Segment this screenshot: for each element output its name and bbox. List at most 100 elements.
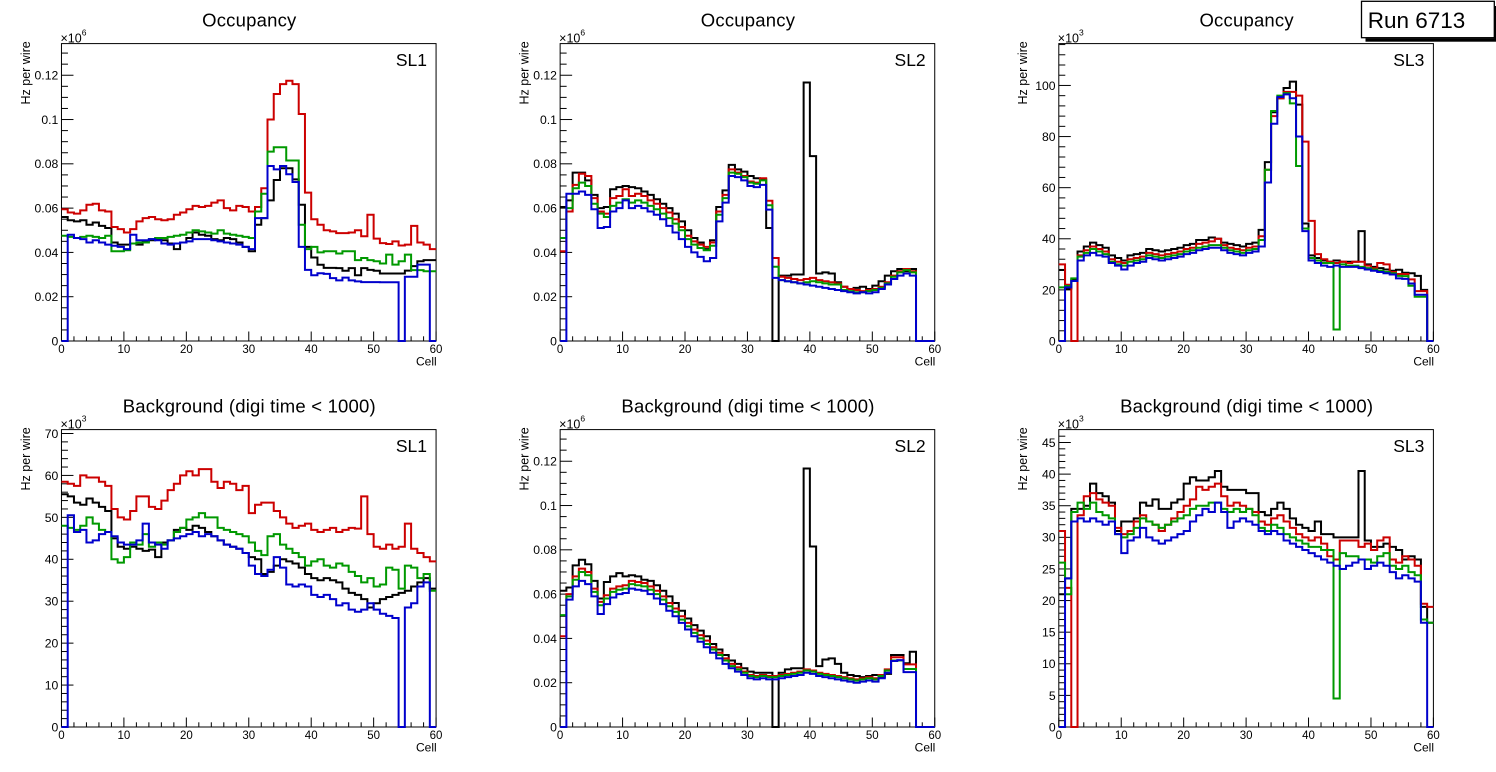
svg-text:Occupancy: Occupancy: [202, 10, 297, 31]
svg-text:40: 40: [1042, 232, 1056, 246]
svg-text:30: 30: [741, 344, 754, 356]
svg-text:60: 60: [45, 469, 59, 483]
svg-text:×106: ×106: [559, 28, 585, 46]
svg-text:0: 0: [557, 730, 563, 742]
svg-text:×106: ×106: [60, 28, 86, 46]
svg-text:70: 70: [45, 427, 59, 441]
svg-text:40: 40: [1042, 468, 1056, 482]
svg-text:Hz per wire: Hz per wire: [1016, 427, 1030, 490]
svg-text:30: 30: [242, 344, 255, 356]
svg-text:0.02: 0.02: [533, 676, 557, 690]
svg-text:0.1: 0.1: [540, 499, 557, 513]
svg-text:50: 50: [866, 344, 879, 356]
svg-text:10: 10: [45, 678, 59, 692]
svg-text:Cell: Cell: [915, 354, 936, 368]
svg-text:Occupancy: Occupancy: [1199, 10, 1294, 31]
svg-text:0: 0: [550, 720, 557, 734]
svg-text:60: 60: [1427, 344, 1440, 356]
svg-text:0: 0: [51, 334, 58, 348]
svg-text:35: 35: [1042, 499, 1056, 513]
svg-text:60: 60: [430, 344, 443, 356]
svg-text:0.02: 0.02: [533, 290, 557, 304]
svg-text:10: 10: [1115, 344, 1128, 356]
svg-text:0: 0: [550, 334, 557, 348]
svg-text:20: 20: [679, 344, 692, 356]
svg-text:60: 60: [928, 344, 941, 356]
svg-text:0.08: 0.08: [533, 157, 557, 171]
svg-text:Background (digi time < 1000): Background (digi time < 1000): [621, 396, 874, 417]
svg-text:Hz per wire: Hz per wire: [1016, 41, 1030, 104]
svg-text:0.1: 0.1: [41, 113, 58, 127]
svg-text:×106: ×106: [559, 414, 585, 432]
svg-text:0: 0: [51, 720, 58, 734]
svg-text:30: 30: [1042, 531, 1056, 545]
svg-text:45: 45: [1042, 436, 1056, 450]
svg-text:40: 40: [803, 730, 816, 742]
svg-text:SL3: SL3: [1393, 436, 1424, 456]
svg-text:Cell: Cell: [915, 740, 936, 754]
svg-text:SL1: SL1: [396, 50, 427, 70]
svg-text:0.06: 0.06: [533, 588, 557, 602]
svg-text:20: 20: [1177, 344, 1190, 356]
svg-text:0.04: 0.04: [533, 632, 557, 646]
svg-text:50: 50: [1365, 344, 1378, 356]
svg-text:30: 30: [1240, 344, 1253, 356]
svg-text:SL3: SL3: [1393, 50, 1424, 70]
svg-text:Run 6713: Run 6713: [1368, 8, 1466, 33]
svg-text:0: 0: [1049, 334, 1056, 348]
svg-text:20: 20: [679, 730, 692, 742]
svg-text:SL1: SL1: [396, 436, 427, 456]
svg-text:0.08: 0.08: [533, 543, 557, 557]
svg-text:40: 40: [1302, 344, 1315, 356]
svg-text:40: 40: [803, 344, 816, 356]
svg-text:0.06: 0.06: [533, 202, 557, 216]
svg-text:60: 60: [430, 730, 443, 742]
svg-text:0.08: 0.08: [35, 157, 59, 171]
svg-text:10: 10: [118, 730, 131, 742]
svg-text:0.12: 0.12: [533, 455, 557, 469]
svg-text:0.06: 0.06: [35, 202, 59, 216]
svg-text:0.04: 0.04: [35, 246, 59, 260]
svg-text:Cell: Cell: [1413, 740, 1434, 754]
svg-text:×103: ×103: [1058, 28, 1084, 46]
svg-text:0: 0: [1056, 730, 1062, 742]
svg-text:40: 40: [305, 730, 318, 742]
svg-text:30: 30: [741, 730, 754, 742]
svg-text:Cell: Cell: [416, 354, 437, 368]
svg-text:5: 5: [1049, 689, 1056, 703]
svg-text:×103: ×103: [60, 414, 86, 432]
svg-text:0: 0: [557, 344, 563, 356]
svg-text:0: 0: [58, 730, 64, 742]
svg-text:30: 30: [45, 595, 59, 609]
svg-text:25: 25: [1042, 562, 1056, 576]
svg-text:20: 20: [180, 730, 193, 742]
svg-text:0.04: 0.04: [533, 246, 557, 260]
svg-text:80: 80: [1042, 130, 1056, 144]
svg-text:Hz per wire: Hz per wire: [517, 427, 531, 490]
svg-text:20: 20: [180, 344, 193, 356]
svg-text:Background (digi time < 1000): Background (digi time < 1000): [123, 396, 376, 417]
svg-text:Cell: Cell: [1413, 354, 1434, 368]
svg-text:60: 60: [1042, 181, 1056, 195]
svg-text:60: 60: [928, 730, 941, 742]
svg-text:20: 20: [45, 637, 59, 651]
svg-text:30: 30: [1240, 730, 1253, 742]
svg-text:Cell: Cell: [416, 740, 437, 754]
svg-text:10: 10: [118, 344, 131, 356]
svg-text:10: 10: [1042, 657, 1056, 671]
svg-text:Hz per wire: Hz per wire: [19, 41, 33, 104]
svg-text:15: 15: [1042, 626, 1056, 640]
svg-text:×103: ×103: [1058, 414, 1084, 432]
svg-text:20: 20: [1042, 594, 1056, 608]
svg-text:Hz per wire: Hz per wire: [19, 427, 33, 490]
svg-text:0.12: 0.12: [533, 69, 557, 83]
svg-text:SL2: SL2: [895, 436, 926, 456]
svg-text:50: 50: [367, 344, 380, 356]
svg-text:20: 20: [1177, 730, 1190, 742]
svg-text:30: 30: [242, 730, 255, 742]
svg-text:0: 0: [58, 344, 64, 356]
svg-text:0.12: 0.12: [35, 69, 59, 83]
svg-text:40: 40: [45, 553, 59, 567]
svg-text:0.02: 0.02: [35, 290, 59, 304]
svg-text:10: 10: [1115, 730, 1128, 742]
